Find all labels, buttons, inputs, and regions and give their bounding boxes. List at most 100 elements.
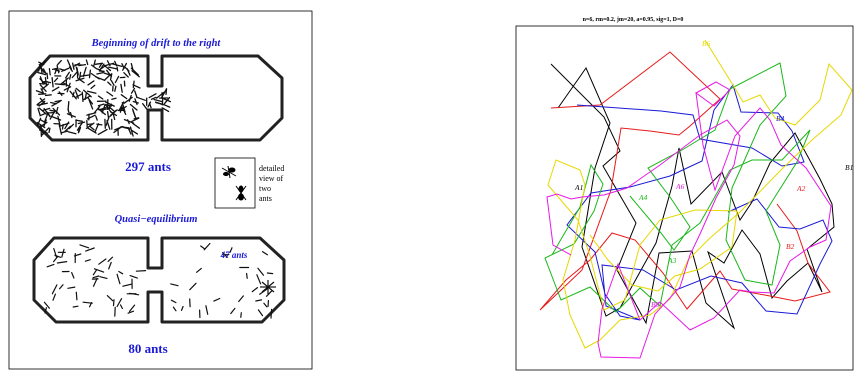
- ant-mark: [39, 112, 47, 117]
- ant-mark: [54, 99, 62, 103]
- ant-mark: [58, 284, 64, 290]
- trajectory-label-a6: A6: [675, 182, 685, 191]
- ant-mark: [114, 85, 117, 92]
- top-ant-count: 297 ants: [125, 159, 171, 174]
- ant-mark: [47, 111, 55, 114]
- ant-mark: [55, 106, 59, 115]
- ant-mark: [49, 109, 57, 113]
- ant-mark: [123, 118, 135, 124]
- ant-mark: [75, 87, 81, 93]
- trajectory-label-b5: B5: [651, 300, 660, 309]
- ant-mark: [129, 126, 134, 137]
- ant-mark: [83, 89, 92, 98]
- ant-mark: [132, 84, 141, 89]
- ant-mark: [270, 308, 273, 319]
- svg-text:view of: view of: [259, 174, 284, 183]
- ant-mark: [266, 272, 274, 275]
- ant-mark: [114, 60, 118, 67]
- ant-mark: [71, 272, 75, 279]
- ant-mark: [62, 81, 69, 87]
- ant-mark: [161, 107, 170, 113]
- ant-mark: [263, 302, 268, 308]
- ant-mark: [200, 245, 206, 250]
- ant-mark: [110, 111, 118, 117]
- ant-mark: [122, 62, 128, 71]
- ant-mark: [126, 119, 130, 125]
- ant-mark: [93, 59, 96, 67]
- ant-mark: [108, 66, 118, 70]
- ant-mark: [57, 115, 61, 126]
- ant-mark: [203, 242, 211, 251]
- ant-mark: [77, 121, 86, 125]
- ant-mark: [54, 83, 65, 86]
- ant-mark: [67, 286, 76, 289]
- trajectory-label-b1: B1: [845, 163, 853, 172]
- ant-mark: [205, 305, 209, 315]
- ant-mark: [196, 267, 202, 273]
- ant-mark: [90, 84, 96, 90]
- ant-mark: [92, 269, 98, 276]
- ant-mark: [119, 106, 123, 113]
- ant-mark: [129, 275, 138, 279]
- ant-mark: [63, 86, 72, 91]
- ant-mark: [153, 98, 163, 103]
- detail-view-box: [214, 157, 256, 209]
- ant-mark: [53, 77, 59, 83]
- ant-mark: [51, 67, 58, 71]
- ant-mark: [123, 96, 133, 104]
- ant-mark: [96, 72, 104, 75]
- ant-mark: [131, 70, 140, 78]
- ant-mark: [120, 83, 123, 93]
- ant-mark: [106, 295, 114, 302]
- ant-mark: [240, 312, 242, 318]
- bottom-ant-count: 80 ants: [128, 341, 167, 356]
- ant-mark: [52, 293, 57, 301]
- ant-mark: [118, 270, 124, 275]
- ant-mark: [229, 247, 233, 253]
- ant-mark: [87, 80, 95, 86]
- ant-mark: [43, 301, 51, 309]
- ant-mark: [130, 62, 134, 71]
- ant-mark: [120, 126, 130, 129]
- ant-mark: [60, 130, 69, 134]
- ant-mark: [39, 119, 47, 124]
- ant-cluster: [260, 280, 276, 294]
- ant-mark: [51, 77, 54, 88]
- ant-mark: [41, 107, 51, 112]
- ant-mark: [35, 90, 44, 94]
- ant-mark: [74, 93, 84, 99]
- ant-mark: [261, 251, 268, 256]
- ant-mark: [256, 274, 262, 285]
- ant-mark: [113, 126, 122, 134]
- ant-mark: [130, 129, 139, 135]
- ant-mark: [180, 305, 184, 311]
- trajectory-label-a1: A1: [574, 183, 583, 192]
- ant-mark: [38, 100, 46, 107]
- ant-mark: [135, 96, 146, 101]
- ant-mark: [99, 276, 108, 279]
- ant-mark: [39, 78, 46, 85]
- ant-mark: [170, 283, 179, 287]
- trajectory-label-a3: A3: [667, 256, 677, 265]
- ant-mark: [161, 97, 164, 106]
- ant-mark: [48, 68, 51, 76]
- ant-mark: [116, 273, 121, 285]
- ant-mark: [189, 282, 197, 291]
- ant-mark: [161, 88, 168, 99]
- ant-mark: [90, 64, 98, 70]
- ant-mark: [72, 305, 79, 308]
- ant-mark: [150, 96, 157, 100]
- ant-mark: [67, 131, 77, 135]
- ant-mark: [64, 125, 72, 132]
- ant-mark: [75, 119, 83, 122]
- trajectory-green: [544, 62, 811, 313]
- ant-mark: [114, 75, 120, 84]
- ant-mark: [94, 123, 100, 133]
- ant-mark: [79, 244, 90, 249]
- ant-mark: [84, 259, 91, 262]
- ant-mark: [76, 121, 84, 131]
- ant-mark: [67, 101, 70, 111]
- ant-mark: [94, 62, 104, 65]
- ant-mark: [65, 71, 70, 79]
